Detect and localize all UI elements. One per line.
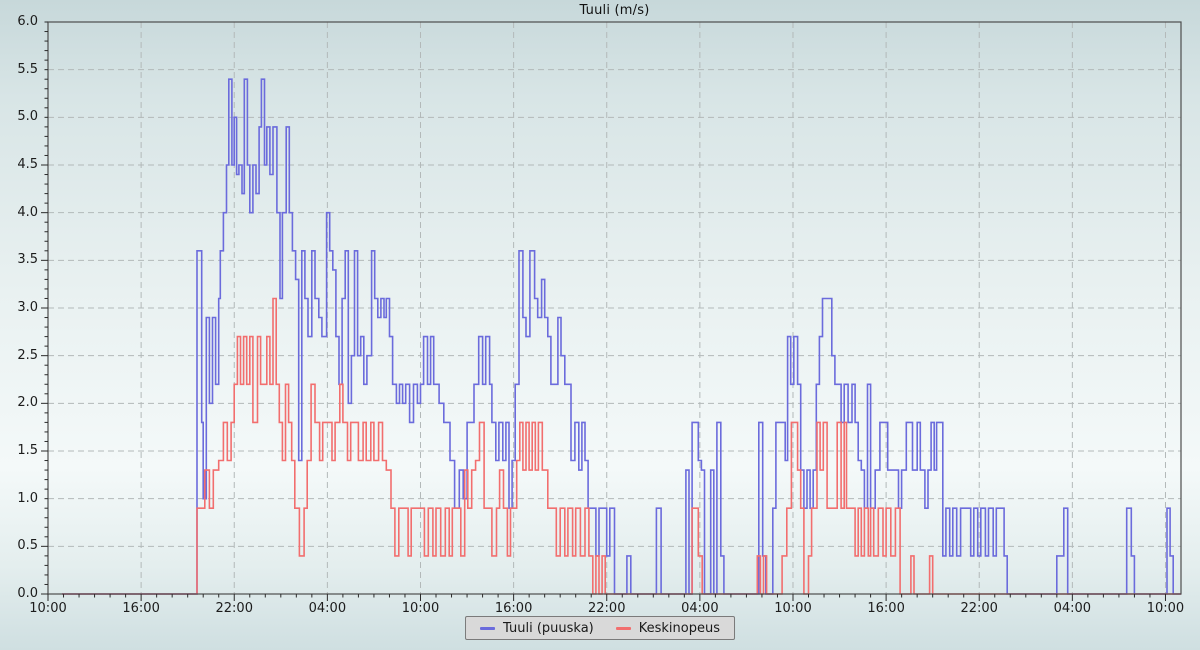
- legend-item-gust: Tuuli (puuska): [480, 621, 594, 636]
- y-tick-label: 4.0: [17, 204, 38, 220]
- gust-line-swatch: [480, 626, 496, 630]
- x-tick-label: 22:00: [588, 601, 626, 616]
- y-tick-label: 4.5: [17, 157, 38, 172]
- chart-title: Tuuli (m/s): [579, 3, 650, 18]
- legend: Tuuli (puuska) Keskinopeus: [465, 616, 735, 640]
- y-tick-label: 5.5: [17, 61, 38, 77]
- legend-item-average: Keskinopeus: [615, 620, 720, 636]
- y-tick-label: 2.5: [17, 347, 38, 363]
- y-tick-label: 3.5: [17, 252, 38, 268]
- x-tick-label: 04:00: [681, 601, 719, 616]
- x-tick-label: 04:00: [1053, 601, 1092, 616]
- legend-label-gust: Tuuli (puuska): [503, 620, 594, 636]
- x-tick-label: 10:00: [774, 601, 812, 616]
- series-gust-line: [62, 78, 1181, 595]
- x-tick-label: 22:00: [215, 601, 253, 616]
- y-tick-label: 2.0: [17, 395, 38, 411]
- series-average-line: [62, 297, 1181, 595]
- y-tick-label: 3.0: [17, 300, 38, 315]
- average-line-swatch: [615, 626, 631, 630]
- x-tick-label: 22:00: [960, 601, 998, 616]
- x-tick-label: 10:00: [29, 601, 67, 616]
- x-tick-label: 16:00: [122, 601, 160, 616]
- y-tick-label: 0.0: [17, 586, 38, 601]
- x-tick-label: 16:00: [867, 601, 905, 616]
- y-tick-label: 1.5: [17, 443, 38, 458]
- legend-label-average: Keskinopeus: [638, 620, 720, 636]
- y-tick-label: 5.0: [17, 109, 38, 125]
- y-tick-label: 1.0: [17, 490, 38, 506]
- x-tick-label: 04:00: [308, 601, 347, 616]
- x-tick-label: 16:00: [494, 601, 533, 616]
- x-tick-label: 10:00: [1146, 601, 1185, 616]
- y-tick-label: 0.5: [17, 538, 38, 554]
- x-tick-label: 10:00: [401, 601, 440, 616]
- y-tick-label: 6.0: [17, 14, 38, 29]
